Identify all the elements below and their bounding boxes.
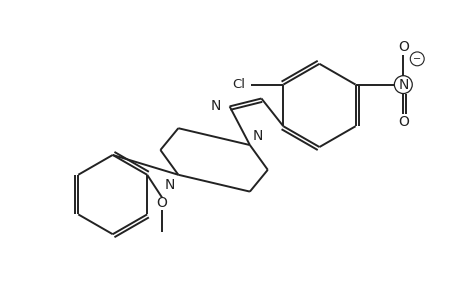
- Text: Cl: Cl: [232, 78, 245, 91]
- Text: O: O: [156, 196, 167, 209]
- Text: O: O: [397, 40, 408, 54]
- Text: N: N: [252, 129, 263, 143]
- Text: N: N: [210, 99, 220, 113]
- Text: −: −: [412, 54, 420, 64]
- Text: O: O: [397, 115, 408, 129]
- Text: N: N: [165, 178, 175, 192]
- Text: N: N: [397, 78, 408, 92]
